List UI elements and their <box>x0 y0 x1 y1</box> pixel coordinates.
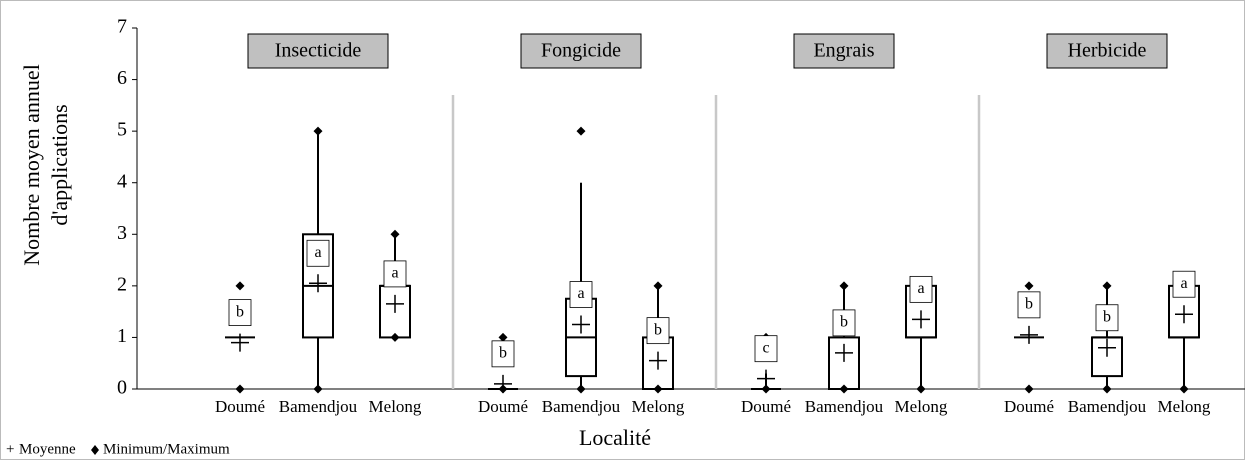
y-tick-label: 7 <box>117 16 127 38</box>
x-tick-label: Melong <box>369 397 422 416</box>
x-axis-label: Localité <box>579 425 651 450</box>
mean-marker <box>757 369 775 388</box>
group-title-box <box>247 33 389 69</box>
mean-marker <box>912 310 930 329</box>
letter: b <box>1103 308 1111 325</box>
x-tick-label: Bamendjou <box>1068 397 1147 416</box>
y-tick-label: 2 <box>117 273 127 295</box>
letter: b <box>840 314 848 331</box>
letter-box <box>569 281 593 308</box>
group-title-box <box>1046 33 1168 69</box>
letter-box <box>228 299 252 326</box>
letter: b <box>499 345 507 362</box>
y-tick-label: 5 <box>117 119 127 141</box>
legend-mean-symbol: + <box>6 441 14 457</box>
min-marker <box>390 332 400 342</box>
max-marker <box>1024 281 1034 291</box>
letter-box <box>306 239 330 267</box>
x-tick-label: Bamendjou <box>279 397 358 416</box>
letter-box <box>1017 291 1041 319</box>
mean-marker <box>386 294 404 313</box>
max-marker <box>576 126 586 136</box>
min-marker <box>576 384 586 394</box>
mean-marker <box>1020 325 1038 344</box>
min-marker <box>916 384 926 394</box>
x-tick-label: Doumé <box>1004 397 1054 416</box>
mean-marker <box>309 274 327 293</box>
y-tick-label: 3 <box>117 222 127 244</box>
mean-marker <box>649 351 667 370</box>
group-title-box <box>793 33 895 69</box>
letter: a <box>577 285 584 302</box>
letter: a <box>314 244 321 261</box>
letter: c <box>762 339 769 356</box>
min-marker <box>1024 384 1034 394</box>
letter-box <box>832 309 856 337</box>
letter-box <box>383 260 407 288</box>
min-marker <box>1102 384 1112 394</box>
x-tick-label: Bamendjou <box>805 397 884 416</box>
max-marker <box>235 281 245 291</box>
group-title: Insecticide <box>275 40 362 62</box>
x-tick-label: Doumé <box>215 397 265 416</box>
x-tick-label: Melong <box>632 397 685 416</box>
min-marker <box>1179 384 1189 394</box>
letter: b <box>1025 296 1033 313</box>
letter-box <box>1095 304 1119 332</box>
min-marker <box>839 384 849 394</box>
x-tick-label: Doumé <box>741 397 791 416</box>
group-title-box <box>520 33 642 69</box>
mean-marker <box>231 333 249 352</box>
x-tick-label: Doumé <box>478 397 528 416</box>
group-title: Herbicide <box>1068 40 1147 62</box>
legend-minmax: Minimum/Maximum <box>103 441 230 457</box>
y-tick-label: 1 <box>117 325 127 347</box>
max-marker <box>498 332 508 342</box>
y-axis-label: d'applications <box>47 104 72 225</box>
letter-box <box>1172 270 1196 298</box>
y-tick-label: 0 <box>117 377 127 399</box>
min-marker <box>761 384 771 394</box>
max-marker <box>653 281 663 291</box>
letter: a <box>917 280 924 297</box>
min-marker <box>235 384 245 394</box>
max-marker <box>390 229 400 239</box>
y-tick-label: 4 <box>117 170 127 192</box>
max-marker <box>1102 281 1112 291</box>
letter: b <box>236 303 244 320</box>
group-title: Fongicide <box>541 40 621 62</box>
letter-box <box>909 275 933 303</box>
letter-box <box>754 335 778 363</box>
min-marker <box>313 384 323 394</box>
mean-marker <box>1175 305 1193 324</box>
letter: a <box>391 265 398 282</box>
group-title: Engrais <box>813 40 874 62</box>
mean-marker <box>494 374 512 393</box>
y-tick-label: 6 <box>117 67 127 89</box>
x-tick-label: Melong <box>1158 397 1211 416</box>
max-marker <box>839 281 849 291</box>
mean-marker <box>835 343 853 362</box>
legend-minmax-symbol <box>91 445 99 455</box>
x-tick-label: Bamendjou <box>542 397 621 416</box>
min-marker <box>653 384 663 394</box>
y-axis-label: Nombre moyen annuel <box>19 64 44 266</box>
letter-box <box>491 340 515 368</box>
legend-mean: Moyenne <box>19 441 76 457</box>
letter-box <box>646 317 670 345</box>
mean-marker <box>1098 338 1116 357</box>
letter: b <box>654 321 662 338</box>
x-tick-label: Melong <box>895 397 948 416</box>
mean-marker <box>572 315 590 334</box>
letter: a <box>1180 275 1187 292</box>
max-marker <box>313 126 323 136</box>
